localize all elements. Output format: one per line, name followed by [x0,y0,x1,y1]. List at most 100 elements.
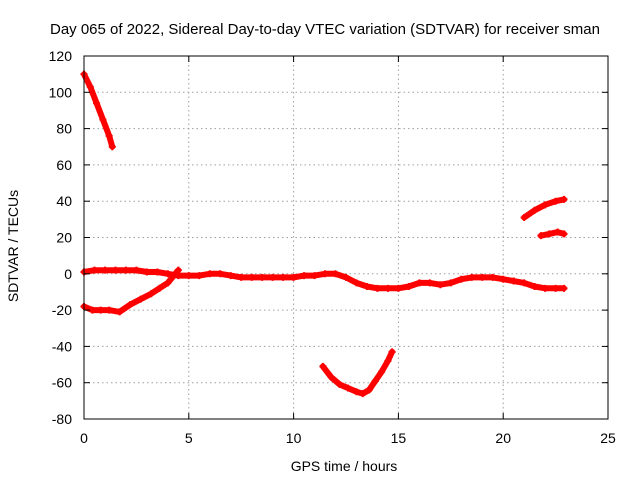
data-point-arc-5 [552,197,560,205]
data-point-arc-2 [478,273,486,281]
x-tick-label: 0 [80,430,88,446]
data-point-arc-2 [394,284,402,292]
data-point-arc-2 [457,275,465,283]
data-point-arc-2 [111,266,119,274]
data-point-arc-1 [105,132,113,140]
data-point-arc-4 [365,386,373,394]
x-axis-label: GPS time / hours [291,458,398,474]
data-point-arc-2 [237,273,245,281]
y-tick-label: -20 [52,302,72,318]
data-point-arc-2 [352,279,360,287]
data-point-arc-2 [143,268,151,276]
data-point-arc-4 [378,368,386,376]
data-point-arc-2 [363,283,371,291]
data-point-arc-6 [545,230,553,238]
data-point-arc-2 [195,272,203,280]
grid-layer [84,56,608,419]
data-point-arc-1 [99,116,107,124]
data-point-arc-2 [499,275,507,283]
data-point-arc-3 [116,308,124,316]
data-point-arc-2 [342,273,350,281]
data-point-arc-5 [541,201,549,209]
data-point-arc-4 [319,362,327,370]
data-point-arc-2 [510,277,518,285]
data-point-arc-6 [537,232,545,240]
y-tick-label: 100 [49,84,73,100]
data-point-arc-4 [336,381,344,389]
y-axis-label: SDTVAR / TECUs [5,190,21,302]
y-tick-label: 120 [49,48,73,64]
data-point-arc-2 [153,268,161,276]
data-point-arc-2 [279,273,287,281]
x-tick-label: 10 [286,430,302,446]
data-point-arc-2 [541,284,549,292]
data-point-arc-2 [405,283,413,291]
data-point-arc-2 [426,279,434,287]
data-point-arc-5 [560,195,568,203]
data-point-arc-2 [90,266,98,274]
data-point-arc-1 [86,83,94,91]
data-point-arc-3 [126,301,134,309]
y-tick-label: 20 [56,230,72,246]
data-point-arc-2 [311,272,319,280]
data-point-arc-3 [174,266,182,274]
data-point-arc-2 [164,270,172,278]
data-point-arc-2 [206,270,214,278]
data-point-arc-2 [552,284,560,292]
data-point-arc-4 [352,388,360,396]
data-point-arc-2 [185,272,193,280]
data-point-arc-2 [415,279,423,287]
data-point-arc-3 [155,284,163,292]
data-point-arc-3 [147,290,155,298]
data-point-arc-2 [216,270,224,278]
data-point-arc-6 [554,228,562,236]
data-point-arc-2 [300,272,308,280]
data-point-arc-2 [468,273,476,281]
data-point-arc-2 [520,279,528,287]
x-tick-label: 5 [185,430,193,446]
data-point-arc-2 [290,273,298,281]
tick-layer: 0 5 10 15 20 25 -80 -60 -40 -20 0 20 40 60 80 100 120 [49,48,616,446]
x-tick-label: 20 [495,430,511,446]
y-tick-label: -60 [52,375,72,391]
data-point-arc-1 [93,99,101,107]
data-point-arc-2 [122,266,130,274]
data-point-arc-2 [447,279,455,287]
data-point-arc-2 [332,270,340,278]
data-point-arc-4 [384,357,392,365]
data-point-arc-4 [344,384,352,392]
data-point-arc-4 [371,377,379,385]
data-point-arc-6 [560,230,568,238]
chart-title: Day 065 of 2022, Sidereal Day-to-day VTE… [50,21,600,38]
x-tick-label: 25 [600,430,616,446]
y-tick-label: 40 [56,193,72,209]
data-point-arc-2 [248,273,256,281]
data-point-arc-1 [108,143,116,151]
data-point-arc-4 [359,390,367,398]
y-tick-label: 60 [56,157,72,173]
data-point-arc-2 [560,284,568,292]
data-point-arc-2 [384,284,392,292]
data-point-arc-3 [88,306,96,314]
data-point-arc-2 [489,273,497,281]
data-point-arc-2 [132,266,140,274]
data-point-arc-2 [258,273,266,281]
data-point-arc-4 [388,348,396,356]
data-point-arc-2 [269,273,277,281]
y-tick-label: -40 [52,338,72,354]
x-tick-label: 15 [391,430,407,446]
data-point-arc-2 [373,284,381,292]
data-point-arc-2 [531,283,539,291]
data-point-arc-2 [101,266,109,274]
y-tick-label: -80 [52,411,72,427]
data-point-arc-3 [97,306,105,314]
data-point-arc-4 [327,373,335,381]
data-point-arc-2 [321,270,329,278]
data-point-arc-3 [137,295,145,303]
y-tick-label: 80 [56,121,72,137]
data-point-arc-2 [436,281,444,289]
y-tick-label: 0 [64,266,72,282]
data-point-arc-5 [520,214,528,222]
